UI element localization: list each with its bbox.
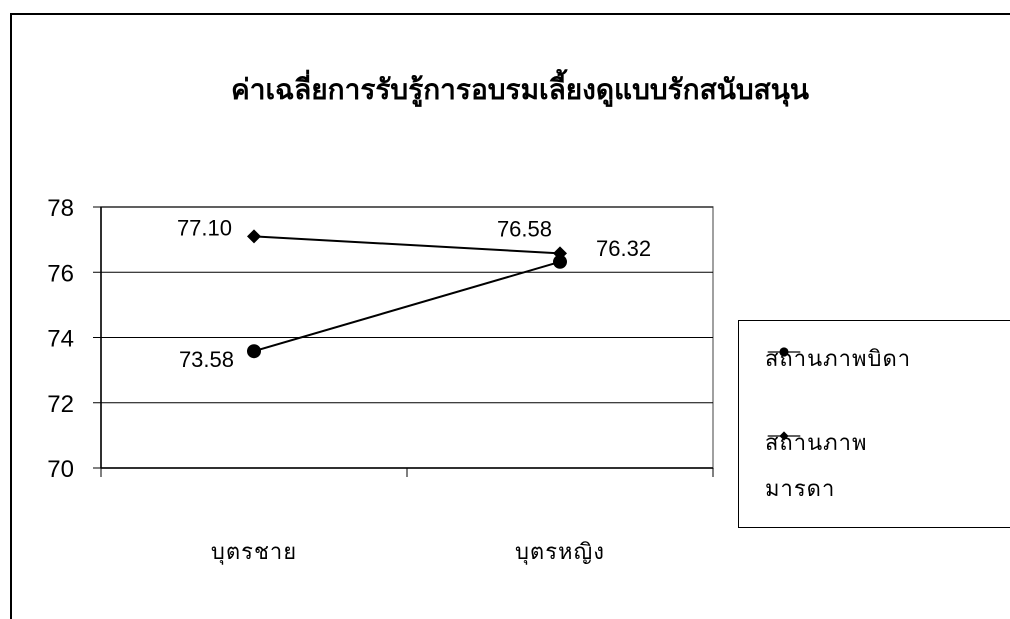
series-line-mother (253, 235, 561, 255)
data-label: 73.58 (179, 347, 234, 372)
chart-legend: สถานภาพบิดา สถานภาพ มารดา (738, 320, 1010, 528)
diamond-marker-icon (767, 431, 801, 441)
x-category-label: บุตรหญิง (515, 540, 605, 565)
data-point-father (553, 254, 567, 269)
y-tick-label: 78 (47, 195, 74, 222)
data-label: 76.58 (497, 216, 552, 241)
legend-item-father: สถานภาพบิดา (757, 337, 965, 383)
data-label: 77.10 (177, 215, 232, 240)
legend-item-mother: สถานภาพ มารดา (757, 421, 965, 513)
data-point-father (247, 344, 261, 359)
chart-frame (10, 13, 1010, 619)
data-point-mother (553, 246, 567, 261)
legend-label-father: สถานภาพบิดา (765, 347, 912, 372)
chart-title: ค่าเฉลี่ยการรับรู้การอบรมเลี้ยงดูแบบรักส… (231, 73, 809, 106)
data-point-mother (247, 229, 261, 244)
y-tick-label: 76 (47, 260, 74, 287)
x-category-label: บุตรชาย (211, 540, 297, 565)
legend-label-mother-line2: มารดา (765, 477, 836, 502)
y-tick-label: 74 (47, 326, 74, 353)
y-tick-label: 72 (47, 391, 74, 418)
y-tick-label: 70 (47, 456, 74, 483)
data-label: 76.32 (596, 236, 651, 261)
circle-marker-icon (767, 347, 801, 357)
series-line-father (253, 260, 561, 353)
